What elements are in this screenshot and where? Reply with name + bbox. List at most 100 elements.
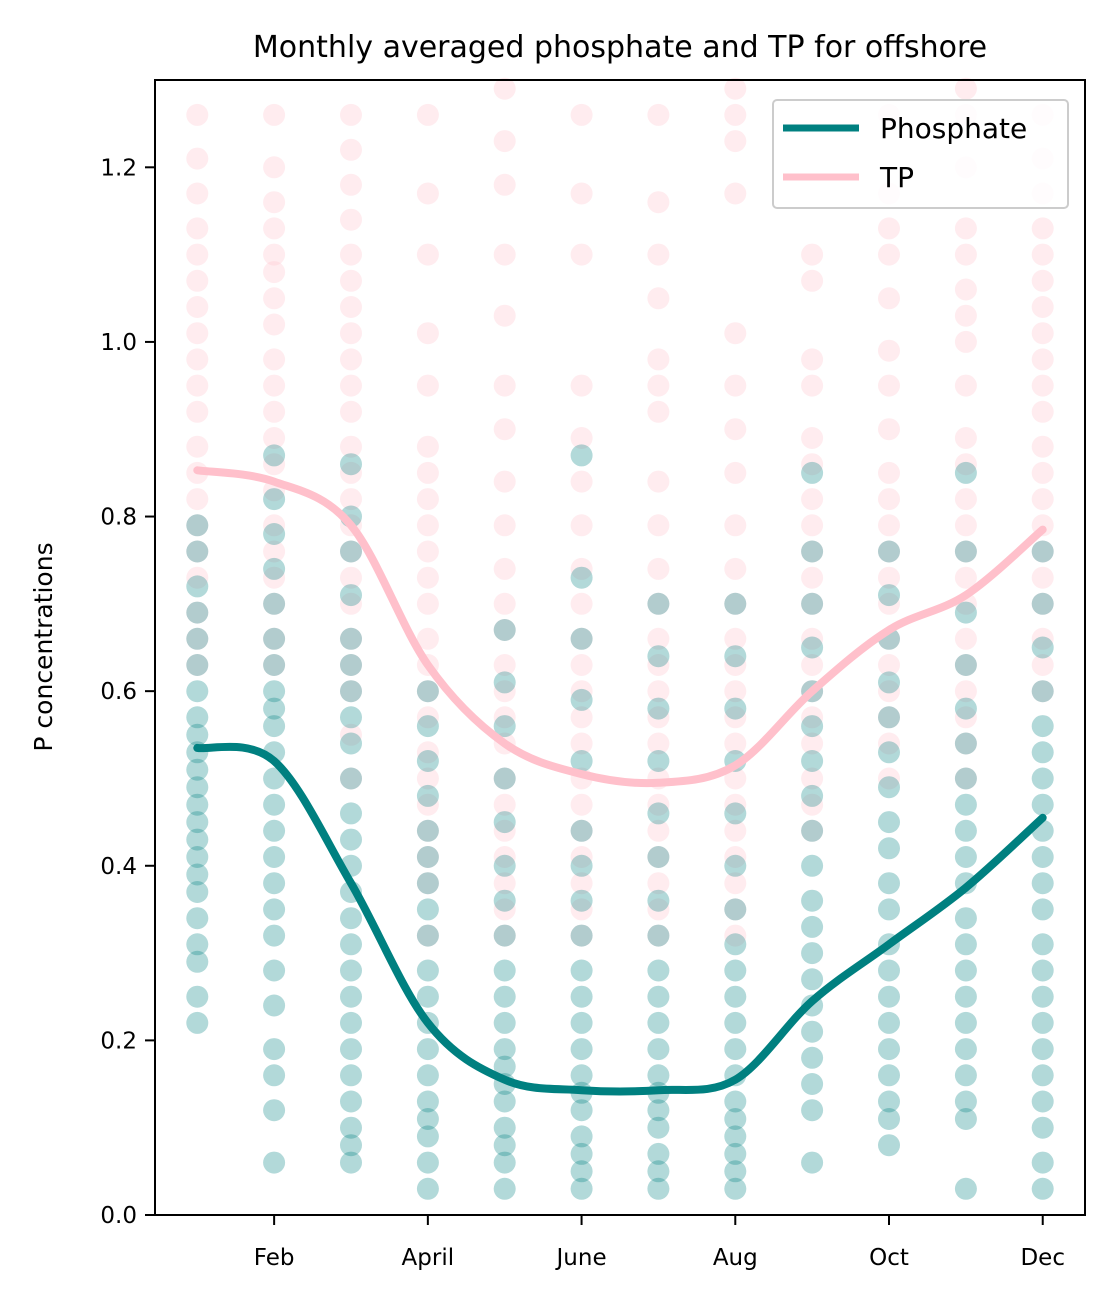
scatter-point-phosphate (340, 1090, 362, 1113)
scatter-point-phosphate (724, 854, 747, 877)
scatter-point-phosphate (186, 723, 209, 746)
scatter-point-phosphate (801, 1151, 824, 1174)
scatter-point-phosphate (1031, 636, 1054, 659)
scatter-point-phosphate (724, 1142, 747, 1165)
scatter-point-tp (878, 461, 900, 484)
scatter-point-phosphate (954, 793, 977, 816)
scatter-point-tp (493, 706, 516, 729)
scatter-point-phosphate (878, 1134, 900, 1157)
scatter-point-phosphate (340, 732, 362, 755)
scatter-point-phosphate (1031, 872, 1054, 895)
scatter-point-phosphate (878, 1011, 900, 1034)
scatter-point-phosphate (954, 933, 977, 956)
scatter-point-tp (878, 767, 900, 790)
scatter-point-phosphate (340, 1038, 362, 1061)
scatter-point-tp (647, 191, 670, 214)
scatter-point-tp (570, 557, 593, 580)
scatter-point-phosphate (263, 898, 286, 921)
scatter-point-phosphate (954, 697, 977, 720)
scatter-point-tp (647, 374, 670, 397)
scatter-point-tp (340, 627, 362, 650)
scatter-point-tp (647, 680, 670, 703)
scatter-point-tp (186, 601, 209, 624)
scatter-point-tp (340, 488, 362, 511)
scatter-point-tp (186, 182, 209, 205)
scatter-point-phosphate (1031, 1151, 1054, 1174)
scatter-point-phosphate (186, 1011, 209, 1034)
scatter-point-tp (724, 872, 747, 895)
scatter-point-phosphate (493, 767, 516, 790)
x-tick-label: Oct (869, 1245, 909, 1271)
scatter-point-tp (570, 654, 593, 676)
scatter-point-tp (647, 592, 670, 615)
scatter-point-tp (954, 627, 977, 650)
scatter-point-tp (493, 130, 516, 153)
scatter-point-phosphate (878, 985, 900, 1008)
scatter-point-phosphate (801, 968, 824, 991)
scatter-point-phosphate (570, 959, 593, 982)
scatter-point-phosphate (724, 1177, 747, 1200)
scatter-point-phosphate (570, 924, 593, 947)
scatter-point-tp (724, 924, 747, 947)
scatter-point-tp (724, 461, 747, 484)
scatter-point-phosphate (647, 1142, 670, 1165)
scatter-point-phosphate (263, 592, 286, 615)
scatter-point-phosphate (263, 959, 286, 982)
scatter-point-tp (1031, 488, 1054, 511)
scatter-point-phosphate (570, 1177, 593, 1200)
scatter-point-phosphate (878, 811, 900, 834)
scatter-point-tp (878, 418, 900, 441)
scatter-point-phosphate (340, 706, 362, 729)
scatter-point-phosphate (954, 1108, 977, 1130)
scatter-point-phosphate (801, 1073, 824, 1095)
scatter-point-phosphate (493, 889, 516, 912)
scatter-point-tp (1031, 243, 1054, 266)
scatter-point-tp (1031, 322, 1054, 345)
scatter-point-phosphate (570, 750, 593, 772)
scatter-point-tp (724, 898, 747, 921)
scatter-point-tp (801, 453, 824, 476)
scatter-point-tp (263, 191, 286, 214)
scatter-point-tp (570, 872, 593, 895)
scatter-point-tp (493, 418, 516, 441)
scatter-point-tp (340, 592, 362, 615)
scatter-point-phosphate (647, 1116, 670, 1139)
scatter-point-tp (340, 654, 362, 676)
scatter-point-tp (186, 566, 209, 589)
scatter-point-phosphate (570, 627, 593, 650)
scatter-point-tp (263, 313, 286, 336)
scatter-point-phosphate (493, 1151, 516, 1174)
scatter-point-tp (801, 566, 824, 589)
scatter-point-tp (493, 872, 516, 895)
scatter-point-tp (724, 680, 747, 703)
y-tick-label: 1.2 (100, 155, 137, 181)
scatter-point-phosphate (416, 1064, 439, 1087)
scatter-point-tp (801, 269, 824, 292)
scatter-point-tp (724, 732, 747, 755)
scatter-point-phosphate (1031, 741, 1054, 764)
scatter-point-phosphate (186, 680, 209, 703)
scatter-point-phosphate (570, 444, 593, 467)
legend-label-phosphate: Phosphate (880, 112, 1027, 145)
scatter-point-tp (954, 654, 977, 676)
scatter-point-tp (570, 514, 593, 537)
scatter-point-tp (647, 103, 670, 126)
scatter-point-phosphate (647, 959, 670, 982)
scatter-point-tp (493, 767, 516, 790)
scatter-point-tp (416, 435, 439, 458)
scatter-point-tp (647, 348, 670, 371)
scatter-point-tp (878, 680, 900, 703)
chart-title: Monthly averaged phosphate and TP for of… (253, 30, 987, 65)
scatter-point-phosphate (340, 907, 362, 930)
scatter-point-tp (493, 514, 516, 537)
scatter-point-phosphate (340, 654, 362, 676)
scatter-point-tp (340, 243, 362, 266)
scatter-point-tp (647, 400, 670, 423)
scatter-point-tp (801, 427, 824, 449)
scatter-point-tp (570, 793, 593, 816)
scatter-point-tp (647, 732, 670, 755)
scatter-point-phosphate (724, 1038, 747, 1061)
scatter-point-tp (416, 322, 439, 345)
legend: Phosphate TP (772, 99, 1069, 209)
